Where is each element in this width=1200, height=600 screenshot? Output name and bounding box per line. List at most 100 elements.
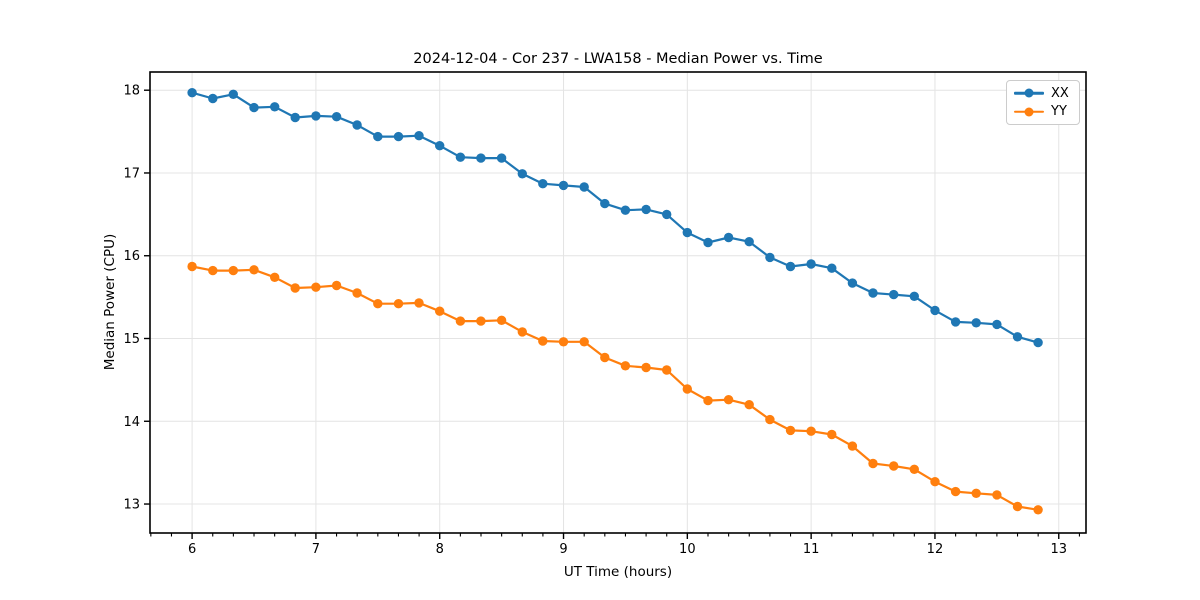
- series-yy-marker: [600, 352, 610, 363]
- series-xx-marker: [723, 232, 734, 243]
- series-xx-marker: [496, 153, 507, 163]
- x-axis-label: UT Time (hours): [563, 564, 673, 580]
- y-tick-label: 17: [123, 166, 140, 181]
- series-yy-marker: [455, 316, 466, 326]
- series-yy-marker: [496, 315, 507, 325]
- y-tick-label: 16: [123, 249, 140, 264]
- series-yy-marker: [723, 395, 734, 405]
- axes-frame: [149, 71, 1087, 534]
- series-xx-marker: [662, 209, 672, 220]
- series-xx-marker: [187, 88, 197, 98]
- series-yy-marker: [538, 336, 548, 346]
- series-xx-marker: [868, 288, 878, 298]
- series-yy-marker: [930, 477, 940, 487]
- series-yy-marker: [476, 316, 486, 326]
- legend-item-yy: YY: [1014, 103, 1072, 121]
- series-yy-marker: [868, 458, 878, 469]
- series-yy-marker: [703, 395, 713, 406]
- y-tick-label: 14: [123, 415, 140, 430]
- series-xx-marker: [641, 204, 651, 215]
- series-yy-marker: [765, 414, 775, 425]
- series-yy-marker: [187, 261, 197, 272]
- x-tick-label: 10: [679, 542, 696, 557]
- series-yy-marker: [208, 265, 218, 276]
- series-yy-marker: [311, 282, 321, 292]
- x-tick-label: 11: [803, 542, 820, 557]
- series-yy-marker: [847, 441, 858, 451]
- series-xx-marker: [909, 291, 919, 301]
- series-yy-marker: [393, 299, 404, 309]
- series-xx-marker: [930, 305, 940, 316]
- y-tick-label: 18: [123, 84, 140, 99]
- series-yy-marker: [352, 288, 362, 298]
- series-yy-marker: [641, 362, 651, 373]
- chart-title: 2024-12-04 - Cor 237 - LWA158 - Median P…: [413, 51, 823, 67]
- series-yy-marker: [806, 426, 816, 436]
- series-yy-marker: [270, 272, 280, 282]
- series-xx-line: [191, 91, 1040, 344]
- series-yy-marker: [971, 488, 981, 498]
- series-yy-marker: [558, 337, 569, 347]
- series-xx-marker: [889, 289, 899, 300]
- series-xx-marker: [600, 198, 610, 209]
- series-xx-marker: [228, 89, 238, 100]
- series-xx-marker: [476, 153, 486, 163]
- series-yy-line: [191, 265, 1040, 511]
- x-tick-label: 8: [436, 542, 444, 557]
- series-xx-marker: [847, 278, 858, 288]
- series-xx-marker: [579, 182, 589, 192]
- legend-line-marker-icon: [1014, 106, 1044, 117]
- series-xx-marker: [290, 112, 300, 123]
- series-xx-marker: [393, 131, 404, 142]
- series-xx-marker: [950, 317, 961, 327]
- series-xx-marker: [538, 179, 548, 189]
- series-yy-marker: [682, 384, 692, 394]
- legend-label-yy: YY: [1051, 104, 1067, 120]
- series-xx-marker: [1012, 332, 1023, 342]
- series-yy-marker: [744, 400, 754, 410]
- series-yy-marker: [992, 490, 1002, 500]
- series-xx-marker: [1033, 337, 1043, 348]
- series-xx-marker: [435, 141, 445, 151]
- y-axis-label: Median Power (CPU): [102, 233, 118, 371]
- series-xx-marker: [270, 102, 280, 112]
- legend-dot-yy: [1024, 107, 1034, 117]
- series-yy-marker: [1033, 505, 1043, 515]
- series-xx-marker: [455, 152, 466, 162]
- y-tick-label: 15: [123, 332, 140, 347]
- legend-label-xx: XX: [1051, 85, 1069, 101]
- legend-line-marker-icon: [1014, 88, 1044, 99]
- legend-item-xx: XX: [1014, 84, 1072, 102]
- series-xx-marker: [992, 319, 1002, 330]
- series-xx-marker: [703, 237, 713, 248]
- x-tick-label: 6: [188, 542, 196, 557]
- series-yy-marker: [950, 486, 961, 497]
- series-yy-marker: [517, 327, 527, 337]
- series-yy-marker: [909, 464, 919, 474]
- series-xx-marker: [517, 169, 527, 179]
- series-xx-marker: [331, 112, 342, 122]
- series-xx-marker: [744, 237, 754, 247]
- series-yy-marker: [249, 265, 259, 275]
- series-yy-marker: [1012, 501, 1023, 512]
- series-xx-marker: [208, 93, 218, 104]
- series-xx-marker: [682, 227, 692, 238]
- series-yy-marker: [373, 299, 383, 309]
- series-xx-marker: [311, 111, 321, 121]
- series-yy-marker: [889, 461, 899, 471]
- x-tick-label: 7: [312, 542, 320, 557]
- series-xx-marker: [352, 120, 362, 130]
- x-tick-label: 13: [1050, 542, 1067, 557]
- series-yy-marker: [290, 283, 300, 293]
- x-tick-label: 12: [927, 542, 944, 557]
- series-yy-marker: [579, 337, 589, 347]
- legend: XX YY: [1006, 80, 1080, 125]
- series-yy-marker: [662, 365, 672, 375]
- series-xx-marker: [971, 318, 981, 328]
- series-xx-marker: [414, 131, 424, 141]
- series-xx-marker: [806, 259, 816, 269]
- series-yy-marker: [435, 306, 445, 316]
- series-xx-marker: [765, 252, 775, 263]
